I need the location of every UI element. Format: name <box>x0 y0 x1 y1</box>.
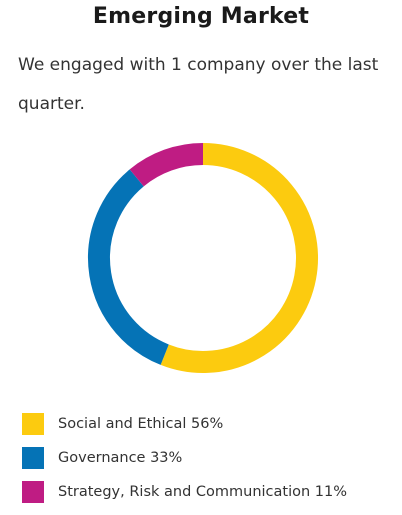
legend-swatch-strategy-risk-communication <box>22 481 44 503</box>
chart-subtitle: We engaged with 1 company over the last … <box>18 55 379 114</box>
legend-label-strategy-risk-communication: Strategy, Risk and Communication 11% <box>58 484 348 500</box>
donut-slice-strategy-risk-communication <box>129 143 204 187</box>
legend-swatch-social-and-ethical <box>22 413 44 435</box>
donut-slices <box>88 143 318 373</box>
chart-legend: Social and Ethical 56% Governance 33% St… <box>22 413 392 515</box>
donut-chart <box>88 143 318 373</box>
legend-label-governance: Governance 33% <box>58 450 183 466</box>
legend-item-strategy-risk-communication: Strategy, Risk and Communication 11% <box>22 481 392 503</box>
legend-item-governance: Governance 33% <box>22 447 392 469</box>
donut-slice-social-and-ethical <box>160 143 318 373</box>
legend-swatch-governance <box>22 447 44 469</box>
legend-label-social-and-ethical: Social and Ethical 56% <box>58 416 224 432</box>
donut-slice-governance <box>88 169 169 365</box>
legend-item-social-and-ethical: Social and Ethical 56% <box>22 413 392 435</box>
chart-title: Emerging Market <box>92 4 310 29</box>
